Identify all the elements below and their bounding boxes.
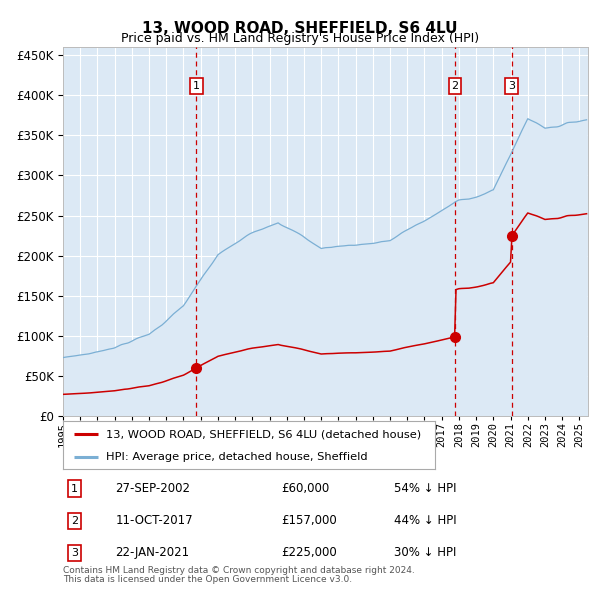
Text: Contains HM Land Registry data © Crown copyright and database right 2024.: Contains HM Land Registry data © Crown c… (63, 566, 415, 575)
Text: 1: 1 (71, 484, 78, 494)
Text: 2: 2 (71, 516, 78, 526)
Text: 22-JAN-2021: 22-JAN-2021 (115, 546, 190, 559)
Text: 54% ↓ HPI: 54% ↓ HPI (394, 482, 456, 495)
Text: HPI: Average price, detached house, Sheffield: HPI: Average price, detached house, Shef… (106, 452, 367, 462)
Text: 13, WOOD ROAD, SHEFFIELD, S6 4LU (detached house): 13, WOOD ROAD, SHEFFIELD, S6 4LU (detach… (106, 429, 421, 439)
Text: £60,000: £60,000 (281, 482, 329, 495)
Text: This data is licensed under the Open Government Licence v3.0.: This data is licensed under the Open Gov… (63, 575, 352, 584)
Text: 3: 3 (71, 548, 78, 558)
Text: £225,000: £225,000 (281, 546, 337, 559)
Text: Price paid vs. HM Land Registry's House Price Index (HPI): Price paid vs. HM Land Registry's House … (121, 32, 479, 45)
Text: 13, WOOD ROAD, SHEFFIELD, S6 4LU: 13, WOOD ROAD, SHEFFIELD, S6 4LU (142, 21, 458, 35)
Text: 27-SEP-2002: 27-SEP-2002 (115, 482, 191, 495)
Text: 3: 3 (508, 81, 515, 91)
Text: 2: 2 (452, 81, 458, 91)
Text: 30% ↓ HPI: 30% ↓ HPI (394, 546, 456, 559)
Text: 1: 1 (193, 81, 200, 91)
Text: £157,000: £157,000 (281, 514, 337, 527)
Text: 11-OCT-2017: 11-OCT-2017 (115, 514, 193, 527)
Text: 44% ↓ HPI: 44% ↓ HPI (394, 514, 457, 527)
